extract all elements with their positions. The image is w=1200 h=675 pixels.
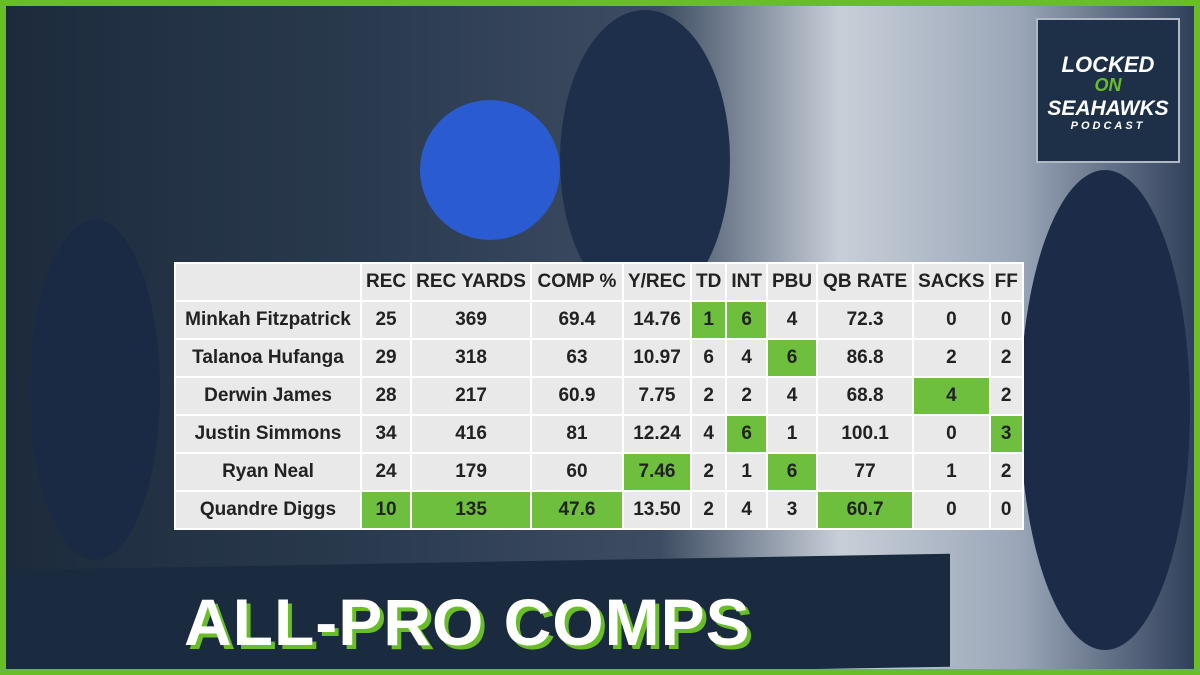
stat-cell: 72.3 (816, 300, 915, 340)
stat-cell: 318 (410, 338, 532, 378)
stat-cell: 24 (359, 452, 413, 492)
stat-cell: 1 (912, 452, 991, 492)
column-header: COMP % (529, 262, 624, 302)
column-header: REC YARDS (410, 262, 532, 302)
stat-cell: 28 (359, 376, 413, 416)
player-row: Derwin James 28 217 60.9 7.75 2 2 4 68.8 4 2 (174, 376, 1024, 416)
stat-cell: 86.8 (816, 338, 915, 378)
stat-cell: 4 (725, 338, 768, 378)
player-row: Quandre Diggs 10 135 47.6 13.50 2 4 3 60.7 0 0 (174, 490, 1024, 530)
column-header: REC (359, 262, 413, 302)
stat-cell: 13.50 (621, 490, 693, 530)
stat-cell: 217 (410, 376, 532, 416)
stat-cell: 6 (690, 338, 728, 378)
stat-cell: 25 (359, 300, 413, 340)
player-row: Ryan Neal 24 179 60 7.46 2 1 6 77 1 2 (174, 452, 1024, 492)
stat-cell: 6 (725, 414, 768, 454)
player-name: Ryan Neal (174, 452, 362, 492)
stat-cell: 0 (912, 300, 991, 340)
player-photo (1020, 170, 1190, 650)
stat-cell: 6 (765, 338, 819, 378)
stat-cell: 100.1 (816, 414, 915, 454)
column-header: Y/REC (621, 262, 693, 302)
stat-cell: 12.24 (621, 414, 693, 454)
stat-cell: 77 (816, 452, 915, 492)
stat-cell: 2 (690, 376, 728, 416)
stat-cell: 29 (359, 338, 413, 378)
player-name: Talanoa Hufanga (174, 338, 362, 378)
stat-cell: 68.8 (816, 376, 915, 416)
stat-cell: 1 (690, 300, 728, 340)
stat-cell: 2 (690, 452, 728, 492)
stat-cell: 10.97 (621, 338, 693, 378)
logo-text: ON (1094, 75, 1122, 95)
stat-cell: 4 (725, 490, 768, 530)
stat-cell: 14.76 (621, 300, 693, 340)
stat-cell: 6 (725, 300, 768, 340)
player-name: Justin Simmons (174, 414, 362, 454)
stat-cell: 1 (765, 414, 819, 454)
player-name: Minkah Fitzpatrick (174, 300, 362, 340)
logo: LOCKED ON SEAHAWKS PODCAST (1036, 18, 1180, 163)
title: ALL-PRO COMPS (184, 585, 751, 659)
stat-cell: 4 (690, 414, 728, 454)
stat-cell: 1 (725, 452, 768, 492)
stats-table: REC REC YARDS COMP % Y/REC TD INT PBU QB RATE SA… (174, 262, 1024, 530)
stat-cell: 369 (410, 300, 532, 340)
column-header: SACKS (912, 262, 991, 302)
stat-cell: 4 (765, 376, 819, 416)
stat-cell: 3 (988, 414, 1024, 454)
stat-cell: 7.46 (621, 452, 693, 492)
player-name: Derwin James (174, 376, 362, 416)
stat-cell: 2 (988, 376, 1024, 416)
column-header: FF (988, 262, 1024, 302)
header-row: REC REC YARDS COMP % Y/REC TD INT PBU QB RATE SA… (174, 262, 1024, 302)
stat-cell: 69.4 (529, 300, 624, 340)
stat-cell: 2 (725, 376, 768, 416)
stat-cell: 179 (410, 452, 532, 492)
stat-cell: 2 (690, 490, 728, 530)
player-row: Minkah Fitzpatrick 25 369 69.4 14.76 1 6 4 72.3 0… (174, 300, 1024, 340)
stat-cell: 416 (410, 414, 532, 454)
stat-cell: 2 (988, 452, 1024, 492)
stat-cell: 60.7 (816, 490, 915, 530)
stat-cell: 0 (912, 414, 991, 454)
corner-cell (174, 262, 362, 302)
column-header: TD (690, 262, 728, 302)
player-helmet (420, 100, 560, 240)
logo-text: PODCAST (1070, 120, 1146, 132)
stat-cell: 0 (988, 490, 1024, 530)
stat-cell: 7.75 (621, 376, 693, 416)
stat-cell: 2 (912, 338, 991, 378)
column-header: PBU (765, 262, 819, 302)
logo-text: SEAHAWKS (1047, 97, 1169, 120)
player-row: Justin Simmons 34 416 81 12.24 4 6 1 100.1 0 3 (174, 414, 1024, 454)
stat-cell: 4 (912, 376, 991, 416)
stat-cell: 10 (359, 490, 413, 530)
stat-cell: 0 (988, 300, 1024, 340)
stat-cell: 63 (529, 338, 624, 378)
stat-cell: 6 (765, 452, 819, 492)
stat-cell: 34 (359, 414, 413, 454)
player-row: Talanoa Hufanga 29 318 63 10.97 6 4 6 86.8 2 2 (174, 338, 1024, 378)
column-header: INT (725, 262, 768, 302)
stat-cell: 47.6 (529, 490, 624, 530)
stat-cell: 2 (988, 338, 1024, 378)
column-header: QB RATE (816, 262, 915, 302)
player-name: Quandre Diggs (174, 490, 362, 530)
stat-cell: 60 (529, 452, 624, 492)
stat-cell: 3 (765, 490, 819, 530)
stat-cell: 135 (410, 490, 532, 530)
logo-text: LOCKED (1061, 52, 1155, 77)
stat-cell: 4 (765, 300, 819, 340)
stat-cell: 0 (912, 490, 991, 530)
stat-cell: 81 (529, 414, 624, 454)
player-photo (560, 10, 730, 310)
player-photo (30, 220, 160, 560)
stat-cell: 60.9 (529, 376, 624, 416)
